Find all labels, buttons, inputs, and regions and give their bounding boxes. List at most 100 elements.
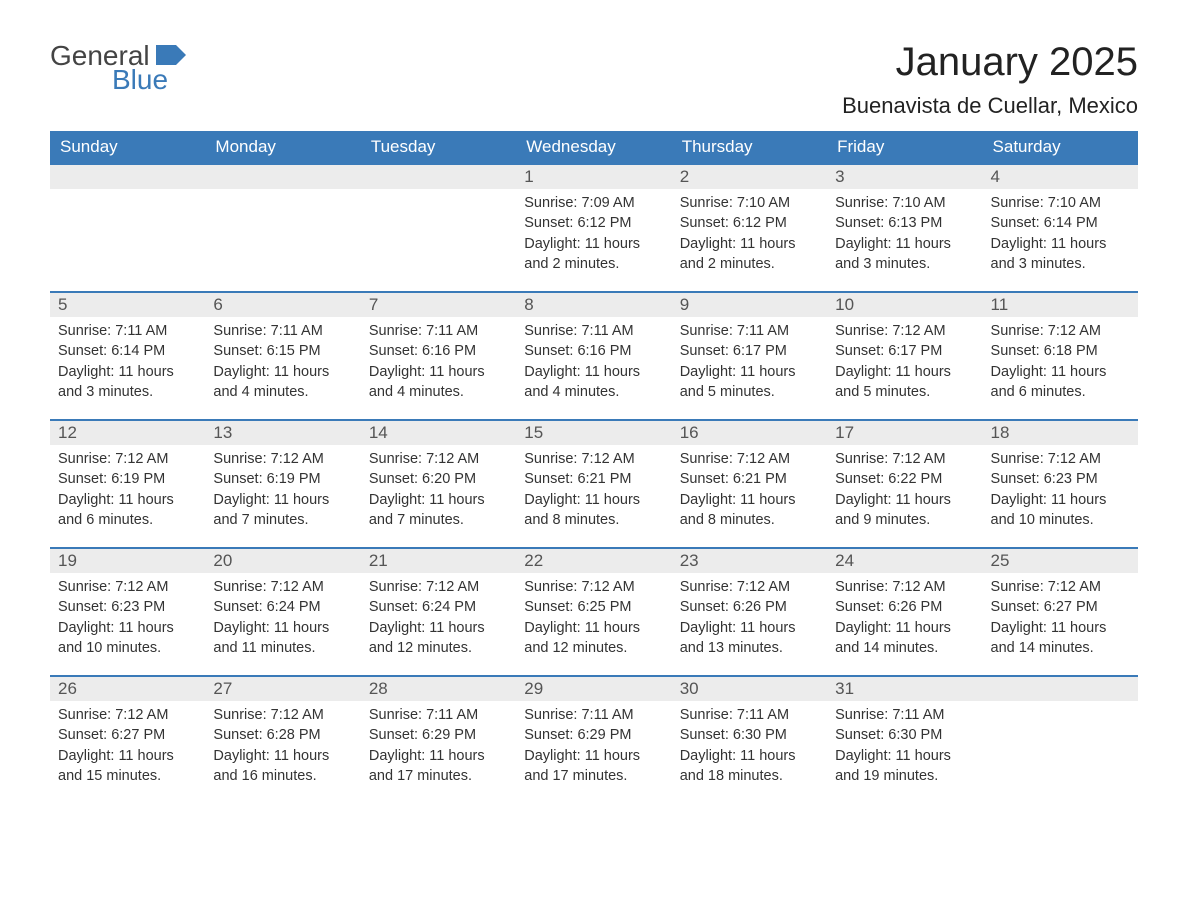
sunset-text: Sunset: 6:28 PM	[213, 725, 352, 745]
sunset-text: Sunset: 6:22 PM	[835, 469, 974, 489]
day-content: Sunrise: 7:12 AMSunset: 6:21 PMDaylight:…	[672, 445, 827, 538]
column-header: Friday	[827, 131, 982, 163]
day-number: 9	[672, 291, 827, 317]
daylight-text: Daylight: 11 hours and 7 minutes.	[369, 490, 508, 531]
day-number: 16	[672, 419, 827, 445]
day-cell: 17Sunrise: 7:12 AMSunset: 6:22 PMDayligh…	[827, 419, 982, 547]
day-content: Sunrise: 7:10 AMSunset: 6:14 PMDaylight:…	[983, 189, 1138, 282]
day-cell: 18Sunrise: 7:12 AMSunset: 6:23 PMDayligh…	[983, 419, 1138, 547]
sunrise-text: Sunrise: 7:12 AM	[524, 449, 663, 469]
day-content: Sunrise: 7:09 AMSunset: 6:12 PMDaylight:…	[516, 189, 671, 282]
sunset-text: Sunset: 6:29 PM	[369, 725, 508, 745]
day-cell: 5Sunrise: 7:11 AMSunset: 6:14 PMDaylight…	[50, 291, 205, 419]
sunrise-text: Sunrise: 7:12 AM	[835, 449, 974, 469]
sunset-text: Sunset: 6:12 PM	[524, 213, 663, 233]
day-cell: 12Sunrise: 7:12 AMSunset: 6:19 PMDayligh…	[50, 419, 205, 547]
day-number: 23	[672, 547, 827, 573]
location: Buenavista de Cuellar, Mexico	[842, 93, 1138, 119]
sunset-text: Sunset: 6:16 PM	[524, 341, 663, 361]
sunset-text: Sunset: 6:19 PM	[213, 469, 352, 489]
day-cell	[983, 675, 1138, 803]
day-cell: 10Sunrise: 7:12 AMSunset: 6:17 PMDayligh…	[827, 291, 982, 419]
day-content: Sunrise: 7:11 AMSunset: 6:30 PMDaylight:…	[827, 701, 982, 794]
sunset-text: Sunset: 6:25 PM	[524, 597, 663, 617]
column-header: Sunday	[50, 131, 205, 163]
sunset-text: Sunset: 6:21 PM	[524, 469, 663, 489]
day-content: Sunrise: 7:12 AMSunset: 6:26 PMDaylight:…	[672, 573, 827, 666]
daylight-text: Daylight: 11 hours and 6 minutes.	[991, 362, 1130, 403]
week-row: 26Sunrise: 7:12 AMSunset: 6:27 PMDayligh…	[50, 675, 1138, 803]
day-cell: 25Sunrise: 7:12 AMSunset: 6:27 PMDayligh…	[983, 547, 1138, 675]
sunrise-text: Sunrise: 7:12 AM	[835, 577, 974, 597]
day-cell: 24Sunrise: 7:12 AMSunset: 6:26 PMDayligh…	[827, 547, 982, 675]
day-content: Sunrise: 7:10 AMSunset: 6:13 PMDaylight:…	[827, 189, 982, 282]
day-cell: 20Sunrise: 7:12 AMSunset: 6:24 PMDayligh…	[205, 547, 360, 675]
daylight-text: Daylight: 11 hours and 10 minutes.	[58, 618, 197, 659]
sunset-text: Sunset: 6:27 PM	[58, 725, 197, 745]
sunrise-text: Sunrise: 7:12 AM	[369, 577, 508, 597]
sunset-text: Sunset: 6:17 PM	[680, 341, 819, 361]
sunset-text: Sunset: 6:14 PM	[991, 213, 1130, 233]
day-number	[983, 675, 1138, 701]
sunrise-text: Sunrise: 7:11 AM	[369, 321, 508, 341]
day-content: Sunrise: 7:12 AMSunset: 6:27 PMDaylight:…	[983, 573, 1138, 666]
sunset-text: Sunset: 6:30 PM	[680, 725, 819, 745]
day-number: 8	[516, 291, 671, 317]
daylight-text: Daylight: 11 hours and 14 minutes.	[835, 618, 974, 659]
daylight-text: Daylight: 11 hours and 2 minutes.	[524, 234, 663, 275]
header: General Blue January 2025 Buenavista de …	[50, 40, 1138, 119]
week-row: 12Sunrise: 7:12 AMSunset: 6:19 PMDayligh…	[50, 419, 1138, 547]
day-number	[361, 163, 516, 189]
day-number	[205, 163, 360, 189]
day-cell	[205, 163, 360, 291]
sunset-text: Sunset: 6:29 PM	[524, 725, 663, 745]
day-content: Sunrise: 7:12 AMSunset: 6:24 PMDaylight:…	[205, 573, 360, 666]
day-content: Sunrise: 7:10 AMSunset: 6:12 PMDaylight:…	[672, 189, 827, 282]
sunset-text: Sunset: 6:24 PM	[213, 597, 352, 617]
daylight-text: Daylight: 11 hours and 6 minutes.	[58, 490, 197, 531]
daylight-text: Daylight: 11 hours and 17 minutes.	[369, 746, 508, 787]
day-content: Sunrise: 7:12 AMSunset: 6:23 PMDaylight:…	[50, 573, 205, 666]
day-content: Sunrise: 7:12 AMSunset: 6:19 PMDaylight:…	[205, 445, 360, 538]
sunset-text: Sunset: 6:23 PM	[58, 597, 197, 617]
day-number: 4	[983, 163, 1138, 189]
daylight-text: Daylight: 11 hours and 15 minutes.	[58, 746, 197, 787]
day-cell: 19Sunrise: 7:12 AMSunset: 6:23 PMDayligh…	[50, 547, 205, 675]
day-number: 24	[827, 547, 982, 573]
day-cell: 15Sunrise: 7:12 AMSunset: 6:21 PMDayligh…	[516, 419, 671, 547]
day-cell: 1Sunrise: 7:09 AMSunset: 6:12 PMDaylight…	[516, 163, 671, 291]
day-number: 22	[516, 547, 671, 573]
day-content: Sunrise: 7:11 AMSunset: 6:14 PMDaylight:…	[50, 317, 205, 410]
day-number: 18	[983, 419, 1138, 445]
day-content: Sunrise: 7:12 AMSunset: 6:18 PMDaylight:…	[983, 317, 1138, 410]
week-row: 5Sunrise: 7:11 AMSunset: 6:14 PMDaylight…	[50, 291, 1138, 419]
day-number: 31	[827, 675, 982, 701]
column-header: Tuesday	[361, 131, 516, 163]
day-content: Sunrise: 7:11 AMSunset: 6:29 PMDaylight:…	[516, 701, 671, 794]
day-content: Sunrise: 7:12 AMSunset: 6:24 PMDaylight:…	[361, 573, 516, 666]
day-cell: 14Sunrise: 7:12 AMSunset: 6:20 PMDayligh…	[361, 419, 516, 547]
day-cell	[50, 163, 205, 291]
daylight-text: Daylight: 11 hours and 13 minutes.	[680, 618, 819, 659]
daylight-text: Daylight: 11 hours and 8 minutes.	[680, 490, 819, 531]
daylight-text: Daylight: 11 hours and 16 minutes.	[213, 746, 352, 787]
daylight-text: Daylight: 11 hours and 10 minutes.	[991, 490, 1130, 531]
daylight-text: Daylight: 11 hours and 8 minutes.	[524, 490, 663, 531]
day-cell: 23Sunrise: 7:12 AMSunset: 6:26 PMDayligh…	[672, 547, 827, 675]
day-number: 13	[205, 419, 360, 445]
day-cell: 6Sunrise: 7:11 AMSunset: 6:15 PMDaylight…	[205, 291, 360, 419]
sunrise-text: Sunrise: 7:12 AM	[213, 577, 352, 597]
day-cell: 8Sunrise: 7:11 AMSunset: 6:16 PMDaylight…	[516, 291, 671, 419]
day-content	[983, 701, 1138, 713]
sunrise-text: Sunrise: 7:11 AM	[58, 321, 197, 341]
sunrise-text: Sunrise: 7:10 AM	[991, 193, 1130, 213]
sunset-text: Sunset: 6:18 PM	[991, 341, 1130, 361]
day-content: Sunrise: 7:11 AMSunset: 6:29 PMDaylight:…	[361, 701, 516, 794]
sunset-text: Sunset: 6:21 PM	[680, 469, 819, 489]
sunrise-text: Sunrise: 7:12 AM	[58, 705, 197, 725]
sunrise-text: Sunrise: 7:12 AM	[991, 577, 1130, 597]
sunrise-text: Sunrise: 7:12 AM	[680, 577, 819, 597]
day-number: 28	[361, 675, 516, 701]
title-block: January 2025 Buenavista de Cuellar, Mexi…	[842, 40, 1138, 119]
day-content: Sunrise: 7:12 AMSunset: 6:22 PMDaylight:…	[827, 445, 982, 538]
